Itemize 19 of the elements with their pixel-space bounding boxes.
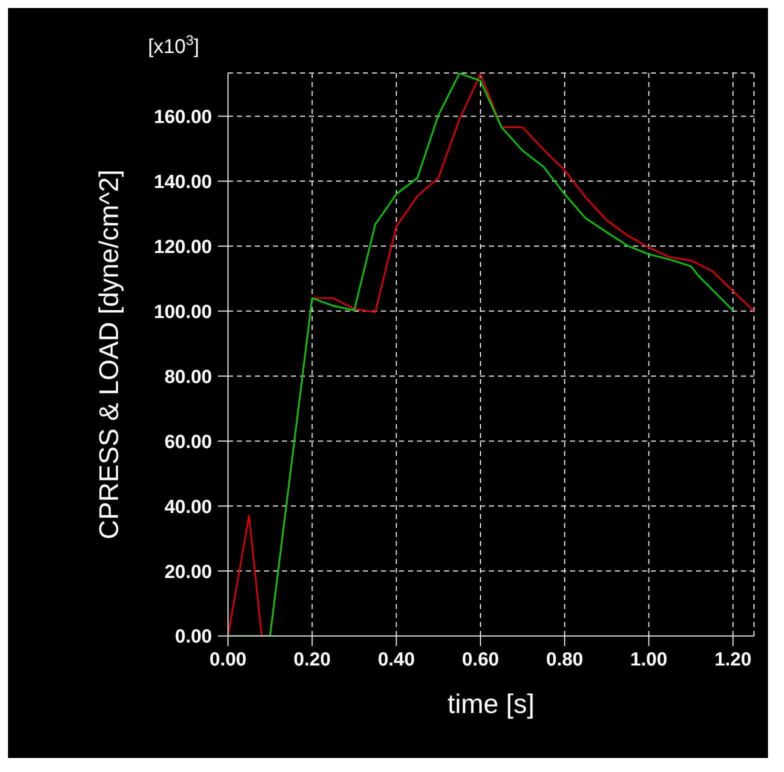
y-tick-label: 160.00 <box>154 106 212 128</box>
y-tick-label: 20.00 <box>164 562 212 583</box>
x-tick-label: 0.40 <box>378 649 415 670</box>
x-tick-label: 0.60 <box>462 649 499 670</box>
y-tick-label: 40.00 <box>164 496 212 518</box>
y-tick-label: 120.00 <box>154 236 212 258</box>
y-tick-label: 100.00 <box>154 302 212 323</box>
y-axis-title: CPRESS & LOAD [dyne/cm^2] <box>94 170 124 540</box>
y-tick-label: 140.00 <box>154 172 212 193</box>
x-tick-label: 1.00 <box>630 649 668 670</box>
y-tick-label: 0.00 <box>175 626 212 648</box>
text: [x10$^{3}$] <box>148 32 200 58</box>
x-tick-label: 0.80 <box>546 649 584 670</box>
x-tick-label: 0.20 <box>294 649 331 670</box>
y-tick-label: 80.00 <box>164 366 212 388</box>
y-tick-label: 60.00 <box>164 432 212 453</box>
x-tick-label: 0.00 <box>210 649 246 670</box>
x-axis-title: time [s] <box>447 689 535 719</box>
x-tick-label: 1.20 <box>714 649 752 670</box>
